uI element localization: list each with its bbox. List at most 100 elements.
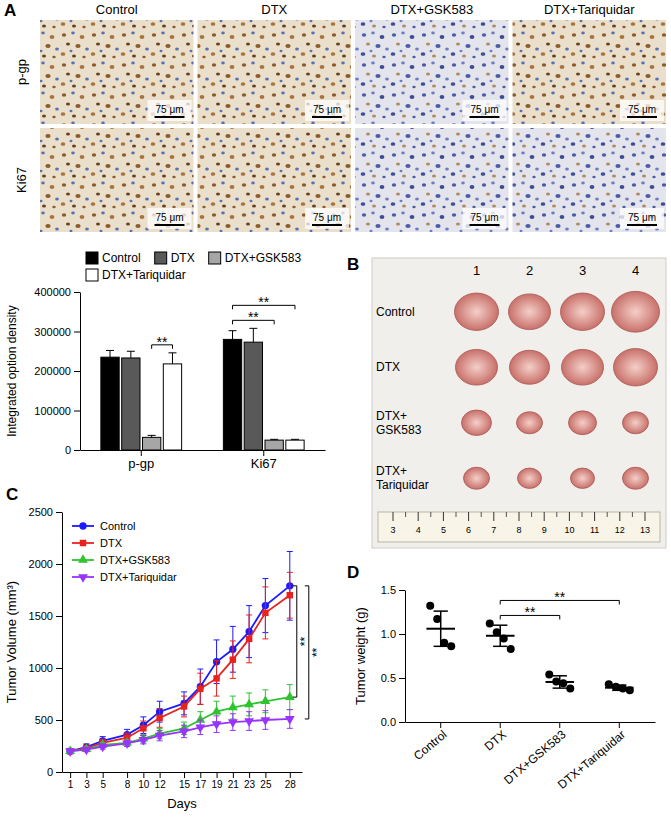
row-label: DTX+GSK583 xyxy=(376,409,422,437)
tick-mark xyxy=(440,722,441,728)
tick-mark xyxy=(184,772,185,778)
series-line xyxy=(70,595,290,751)
tick-mark xyxy=(56,564,62,565)
tumor xyxy=(614,349,658,386)
tick-label: 12 xyxy=(155,779,167,790)
x-axis-tick: 5 xyxy=(100,772,106,790)
significance-label: ** xyxy=(248,309,259,325)
chart-bar: 0100000200000300000400000p-gpKi67Integra… xyxy=(5,251,326,471)
panel-letter: C xyxy=(6,485,18,504)
legend-label: Control xyxy=(102,251,141,265)
error-bar xyxy=(229,331,237,340)
column-header: Control xyxy=(96,2,138,17)
scale-bar-label: 75 μm xyxy=(313,104,341,115)
error-bar xyxy=(197,673,203,704)
ruler-label: 5 xyxy=(441,525,446,535)
panel-letter: A xyxy=(4,1,16,20)
scale-bar-label: 75 μm xyxy=(156,212,184,223)
scale-bar xyxy=(470,116,500,118)
error-bar xyxy=(127,351,135,358)
tick-label: Control xyxy=(411,727,450,763)
error-bar xyxy=(181,696,187,717)
tick-label: 2000 xyxy=(29,558,53,570)
tick-mark xyxy=(103,772,104,778)
ruler-label: 4 xyxy=(416,525,421,535)
significance-label: ** xyxy=(157,334,168,350)
tick-label: 100000 xyxy=(34,405,71,417)
tick-label: DTX+Tariquidar xyxy=(555,727,628,792)
tumor xyxy=(623,412,649,434)
tumor xyxy=(562,349,604,385)
y-axis-tick: 500 xyxy=(35,714,62,726)
marker xyxy=(181,703,187,709)
scale-bar xyxy=(627,116,657,118)
marker xyxy=(246,636,252,642)
legend-marker xyxy=(80,540,86,546)
chart-dot: D0.00.51.01.5ControlDTXDTX+GSK583DTX+Tar… xyxy=(347,563,656,792)
data-point xyxy=(545,670,553,678)
tick-label: 1 xyxy=(68,779,74,790)
tick-label: 1.5 xyxy=(381,584,396,596)
tick-label: 300000 xyxy=(34,326,71,338)
marker xyxy=(244,718,254,727)
tick-label: 21 xyxy=(228,779,240,790)
row-label: DTX xyxy=(376,360,400,374)
error-bar xyxy=(140,717,146,734)
tick-mark xyxy=(141,450,142,456)
x-axis-tick: Control xyxy=(411,722,450,763)
y-axis: 0.00.51.01.5 xyxy=(381,584,406,728)
x-axis-tick: DTX+Tariquidar xyxy=(555,722,628,792)
legend-swatch xyxy=(86,269,98,281)
ruler-tick xyxy=(619,512,620,521)
y-axis-tick: 100000 xyxy=(34,405,80,417)
scale-bar xyxy=(312,224,342,226)
ruler-label: 10 xyxy=(564,525,574,535)
significance-label: ** xyxy=(298,636,312,646)
marker xyxy=(213,675,219,681)
panel-a-images: AControlDTXDTX+GSK583DTX+Tariquidarp-gp7… xyxy=(4,1,666,232)
marker xyxy=(98,744,108,753)
legend-label: DTX xyxy=(171,251,195,265)
scale-bar-label: 75 μm xyxy=(156,104,184,115)
tick-label: 0 xyxy=(65,444,71,456)
y-axis-tick: 0.5 xyxy=(381,672,405,684)
column-number: 4 xyxy=(632,263,639,278)
column-number: 2 xyxy=(526,263,533,278)
marker xyxy=(262,610,268,616)
plot-area xyxy=(101,328,304,450)
scale-bar-label: 75 μm xyxy=(471,212,499,223)
y-axis-tick: 1500 xyxy=(29,610,62,622)
tumor xyxy=(462,410,492,436)
tick-label: 1000 xyxy=(29,662,53,674)
panel-letter: D xyxy=(347,563,359,582)
tick-label: 0.0 xyxy=(381,716,396,728)
error-bar xyxy=(214,661,220,696)
sd-bar xyxy=(434,611,448,646)
tick-label: p-gp xyxy=(128,456,154,471)
ruler-tick xyxy=(418,512,419,521)
y-axis-tick: 2500 xyxy=(29,506,62,518)
micrograph xyxy=(355,128,509,232)
ruler-minor-tick xyxy=(405,512,406,517)
ruler-label: 12 xyxy=(615,525,625,535)
x-axis-tick: 28 xyxy=(285,772,297,790)
marker xyxy=(244,699,254,708)
tumor xyxy=(510,350,550,384)
tick-mark xyxy=(56,720,62,721)
tick-label: DTX xyxy=(482,727,509,753)
scale-bar-label: 75 μm xyxy=(628,104,656,115)
y-axis: 0100000200000300000400000 xyxy=(34,286,80,456)
tick-mark xyxy=(160,772,161,778)
scale-bar-ground xyxy=(620,208,664,229)
tick-label: 19 xyxy=(212,779,224,790)
legend-label: DTX+Tariquidar xyxy=(100,571,177,583)
tick-mark xyxy=(399,678,405,679)
ruler-tick xyxy=(569,512,570,521)
tick-mark xyxy=(200,772,201,778)
ruler-tick xyxy=(468,512,469,521)
micrograph xyxy=(40,128,194,232)
x-axis-tick: 3 xyxy=(84,772,90,790)
tick-label: 15 xyxy=(179,779,191,790)
ruler-label: 3 xyxy=(390,525,395,535)
column-header: DTX+GSK583 xyxy=(390,2,473,17)
